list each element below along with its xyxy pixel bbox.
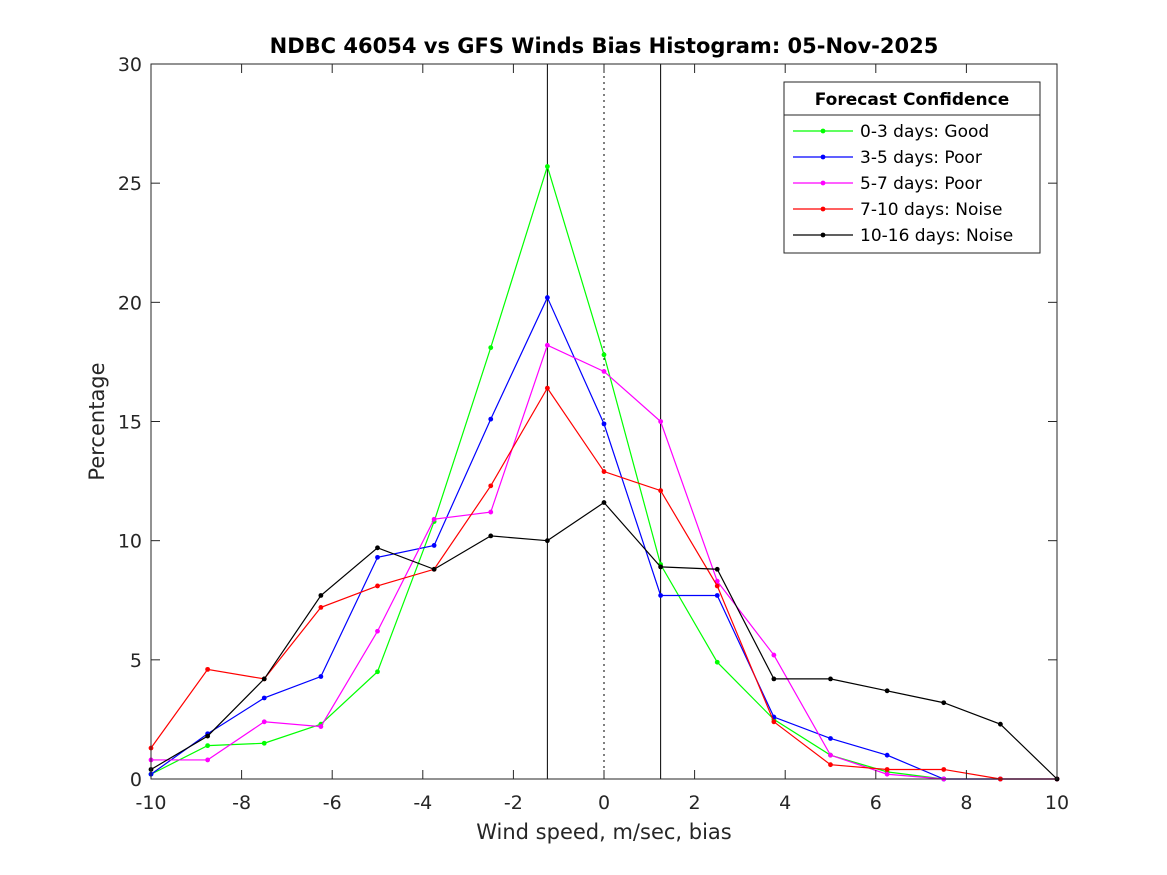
y-tick-label: 30 bbox=[118, 54, 142, 76]
series-1-point bbox=[714, 659, 720, 665]
series-5-point bbox=[261, 676, 267, 682]
series-1-point bbox=[375, 669, 380, 675]
y-tick-label: 15 bbox=[118, 412, 142, 434]
series-1-point bbox=[601, 352, 607, 358]
series-2-point bbox=[601, 421, 607, 427]
series-3-point bbox=[261, 719, 267, 725]
x-tick-label: 10 bbox=[1045, 792, 1069, 814]
series-3-point bbox=[318, 724, 324, 729]
series-5-point bbox=[318, 593, 324, 598]
series-3-point bbox=[828, 752, 833, 758]
series-3-point bbox=[488, 509, 494, 515]
series-2-point bbox=[318, 674, 324, 679]
series-2-point bbox=[375, 554, 380, 560]
legend-swatch-marker bbox=[820, 154, 826, 160]
series-1-point bbox=[488, 345, 494, 351]
series-5-point bbox=[205, 733, 211, 739]
series-4-point bbox=[884, 767, 890, 772]
x-tick-label: -10 bbox=[135, 792, 166, 814]
series-5-point bbox=[431, 566, 437, 572]
series-4-point bbox=[941, 767, 947, 772]
series-4-point bbox=[318, 605, 324, 610]
series-2-point bbox=[431, 543, 437, 548]
series-4-point bbox=[205, 666, 211, 672]
series-4-point bbox=[828, 762, 833, 768]
x-tick-label: 8 bbox=[960, 792, 972, 814]
series-2-point bbox=[658, 593, 664, 598]
legend: Forecast Confidence 0-3 days: Good 3-5 da… bbox=[783, 81, 1041, 254]
series-3-point bbox=[375, 628, 380, 634]
series-3-point bbox=[205, 757, 211, 763]
legend-swatch-marker bbox=[820, 180, 826, 186]
legend-entry-label: 0-3 days: Good bbox=[860, 122, 989, 142]
y-tick-label: 5 bbox=[130, 650, 142, 672]
x-tick-label: -4 bbox=[413, 792, 432, 814]
series-2-point bbox=[884, 752, 890, 758]
series-3-point bbox=[544, 342, 550, 348]
series-4-point bbox=[714, 583, 720, 589]
legend-items: 0-3 days: Good 3-5 days: Poor 5-7 days: Po… bbox=[793, 122, 1013, 246]
series-3-point bbox=[431, 516, 437, 522]
legend-swatch-marker bbox=[820, 232, 826, 238]
chart-title: NDBC 46054 vs GFS Winds Bias Histogram: … bbox=[270, 34, 939, 58]
series-3-point bbox=[771, 652, 777, 658]
x-tick-label: -6 bbox=[323, 792, 342, 814]
series-5-point bbox=[601, 500, 607, 505]
series-3-point bbox=[658, 419, 664, 424]
series-4-point bbox=[771, 719, 777, 725]
y-tick-label: 0 bbox=[130, 769, 142, 791]
series-5-point bbox=[714, 566, 720, 572]
series-5-point bbox=[658, 564, 664, 570]
series-5-point bbox=[488, 533, 494, 539]
series-2-point bbox=[544, 295, 550, 300]
series-5-point bbox=[544, 538, 550, 544]
series-4-point bbox=[375, 583, 380, 589]
series-5-point bbox=[828, 676, 833, 682]
series-5-point bbox=[941, 700, 947, 706]
legend-entry-label: 3-5 days: Poor bbox=[860, 148, 982, 168]
series-3-point bbox=[714, 578, 720, 584]
legend-entry-label: 5-7 days: Poor bbox=[860, 174, 982, 194]
series-3-point bbox=[601, 369, 607, 374]
series-5-point bbox=[771, 676, 777, 682]
legend-entry-label: 7-10 days: Noise bbox=[860, 200, 1002, 220]
series-4-point bbox=[658, 488, 664, 494]
x-tick-label: -8 bbox=[232, 792, 251, 814]
series-2-point bbox=[488, 416, 494, 422]
series-2-point bbox=[828, 736, 833, 741]
series-4-point bbox=[544, 385, 550, 391]
series-3-point bbox=[884, 771, 890, 777]
series-5-point bbox=[375, 545, 380, 551]
y-tick-label: 20 bbox=[118, 292, 142, 314]
x-tick-label: 6 bbox=[870, 792, 882, 814]
series-5-point bbox=[997, 721, 1003, 727]
series-1-point bbox=[205, 743, 211, 749]
series-layer bbox=[148, 164, 1060, 782]
series-1-point bbox=[261, 740, 267, 746]
series-5-point bbox=[884, 688, 890, 694]
series-2-point bbox=[714, 593, 720, 598]
series-1-point bbox=[544, 164, 550, 169]
legend-entry-label: 10-16 days: Noise bbox=[860, 226, 1013, 246]
legend-title: Forecast Confidence bbox=[815, 90, 1010, 110]
legend-swatch-marker bbox=[820, 128, 826, 134]
axis-ticks: -10 -8 -6 -4 -2 0 2 4 6 8 10 0 5 10 15 20 25 30 bbox=[118, 54, 1069, 814]
x-tick-label: -2 bbox=[504, 792, 523, 814]
series-4-point bbox=[488, 483, 494, 489]
y-tick-label: 10 bbox=[118, 531, 142, 553]
y-tick-label: 25 bbox=[118, 173, 142, 195]
series-4-point bbox=[601, 469, 607, 474]
x-tick-label: 0 bbox=[598, 792, 610, 814]
legend-swatch-marker bbox=[820, 206, 826, 212]
legend-box bbox=[783, 81, 1041, 254]
y-axis-label: Percentage bbox=[85, 362, 109, 480]
x-tick-label: 4 bbox=[779, 792, 791, 814]
series-2-point bbox=[261, 695, 267, 701]
x-axis-label: Wind speed, m/sec, bias bbox=[476, 820, 732, 844]
x-tick-label: 2 bbox=[689, 792, 701, 814]
